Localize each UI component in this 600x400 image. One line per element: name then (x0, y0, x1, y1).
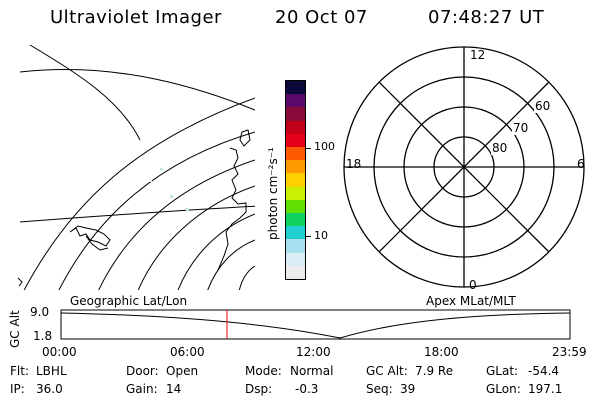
grid-arc (29, 45, 141, 141)
door-value: Open (166, 364, 199, 378)
colorbar-band (286, 160, 305, 174)
colorbar-band (286, 120, 305, 134)
colorbar-band (286, 213, 305, 227)
x-tick-2359: 23:59 (552, 345, 587, 359)
grid-arc (137, 185, 255, 290)
grid-arc (23, 97, 255, 290)
ring-label-60: 60 (534, 99, 552, 113)
ip-value: 36.0 (36, 382, 63, 396)
geographic-label: Geographic Lat/Lon (70, 294, 188, 308)
glon-value: 197.1 (528, 382, 563, 396)
colorbar-band (286, 239, 305, 253)
colorbar-band (286, 252, 305, 266)
colorbar-band (286, 173, 305, 187)
grid-arc (98, 159, 255, 290)
colorbar-tick (306, 148, 311, 149)
x-tick-0000: 00:00 (42, 345, 77, 359)
polar-label-12: 12 (470, 48, 486, 62)
colorbar-tick-100: 100 (314, 140, 335, 153)
glon-label: GLon: (486, 382, 521, 396)
colorbar (285, 80, 306, 280)
dsp-value: -0.3 (295, 382, 319, 396)
grid-arc (238, 265, 255, 290)
colorbar-band (286, 81, 305, 95)
glat-label: GLat: (486, 364, 519, 378)
time-label: 07:48:27 UT (428, 7, 545, 28)
filter-value: LBHL (36, 364, 67, 378)
colorbar-tick-10: 10 (314, 229, 328, 242)
grid-arc (58, 131, 255, 290)
ip-label: IP: (10, 382, 25, 396)
seq-label: Seq: (366, 382, 393, 396)
dsp-label: Dsp: (245, 382, 273, 396)
polar-plot (343, 46, 585, 288)
ring-label-80: 80 (491, 141, 509, 155)
coastline (217, 147, 247, 271)
mode-value: Normal (290, 364, 334, 378)
colorbar-band (286, 94, 305, 108)
app-title: Ultraviolet Imager (50, 7, 222, 28)
gain-label: Gain: (126, 382, 158, 396)
x-tick-0600: 06:00 (170, 345, 205, 359)
colorbar-band (286, 107, 305, 121)
aurora-specks (150, 168, 189, 211)
colorbar-band (286, 147, 305, 161)
colorbar-band (286, 265, 305, 280)
grid-arc (207, 239, 255, 290)
gain-value: 14 (166, 382, 182, 396)
coastline (69, 225, 111, 247)
timeline-ytop: 9.0 (30, 305, 50, 319)
x-tick-1200: 12:00 (296, 345, 331, 359)
glat-value: -54.4 (528, 364, 560, 378)
timeline-ybottom: 1.8 (33, 329, 53, 343)
polar-label-18: 18 (346, 157, 362, 171)
polar-label-6: 6 (577, 157, 585, 171)
mode-label: Mode: (245, 364, 282, 378)
polar-label-0: 0 (469, 278, 477, 292)
lat-line (19, 205, 255, 223)
lat-line (19, 68, 255, 111)
colorbar-tick (306, 236, 311, 237)
date-label: 20 Oct 07 (275, 7, 368, 28)
gc-alt-value: 7.9 Re (415, 364, 454, 378)
timeline-axis-label: GC Alt (8, 310, 22, 348)
filter-label: Flt: (10, 364, 29, 378)
seq-value: 39 (400, 382, 416, 396)
coastline (239, 129, 251, 147)
colorbar-band (286, 199, 305, 214)
colorbar-band (286, 133, 305, 148)
colorbar-band (286, 186, 305, 200)
gc-alt-label: GC Alt: (366, 364, 408, 378)
x-tick-1800: 18:00 (424, 345, 459, 359)
coastline (17, 277, 23, 287)
coastline (85, 235, 109, 251)
colorbar-band (286, 226, 305, 240)
ring-label-70: 70 (512, 121, 530, 135)
grid-arc (177, 213, 255, 290)
door-label: Door: (126, 364, 159, 378)
apex-label: Apex MLat/MLT (426, 294, 516, 308)
